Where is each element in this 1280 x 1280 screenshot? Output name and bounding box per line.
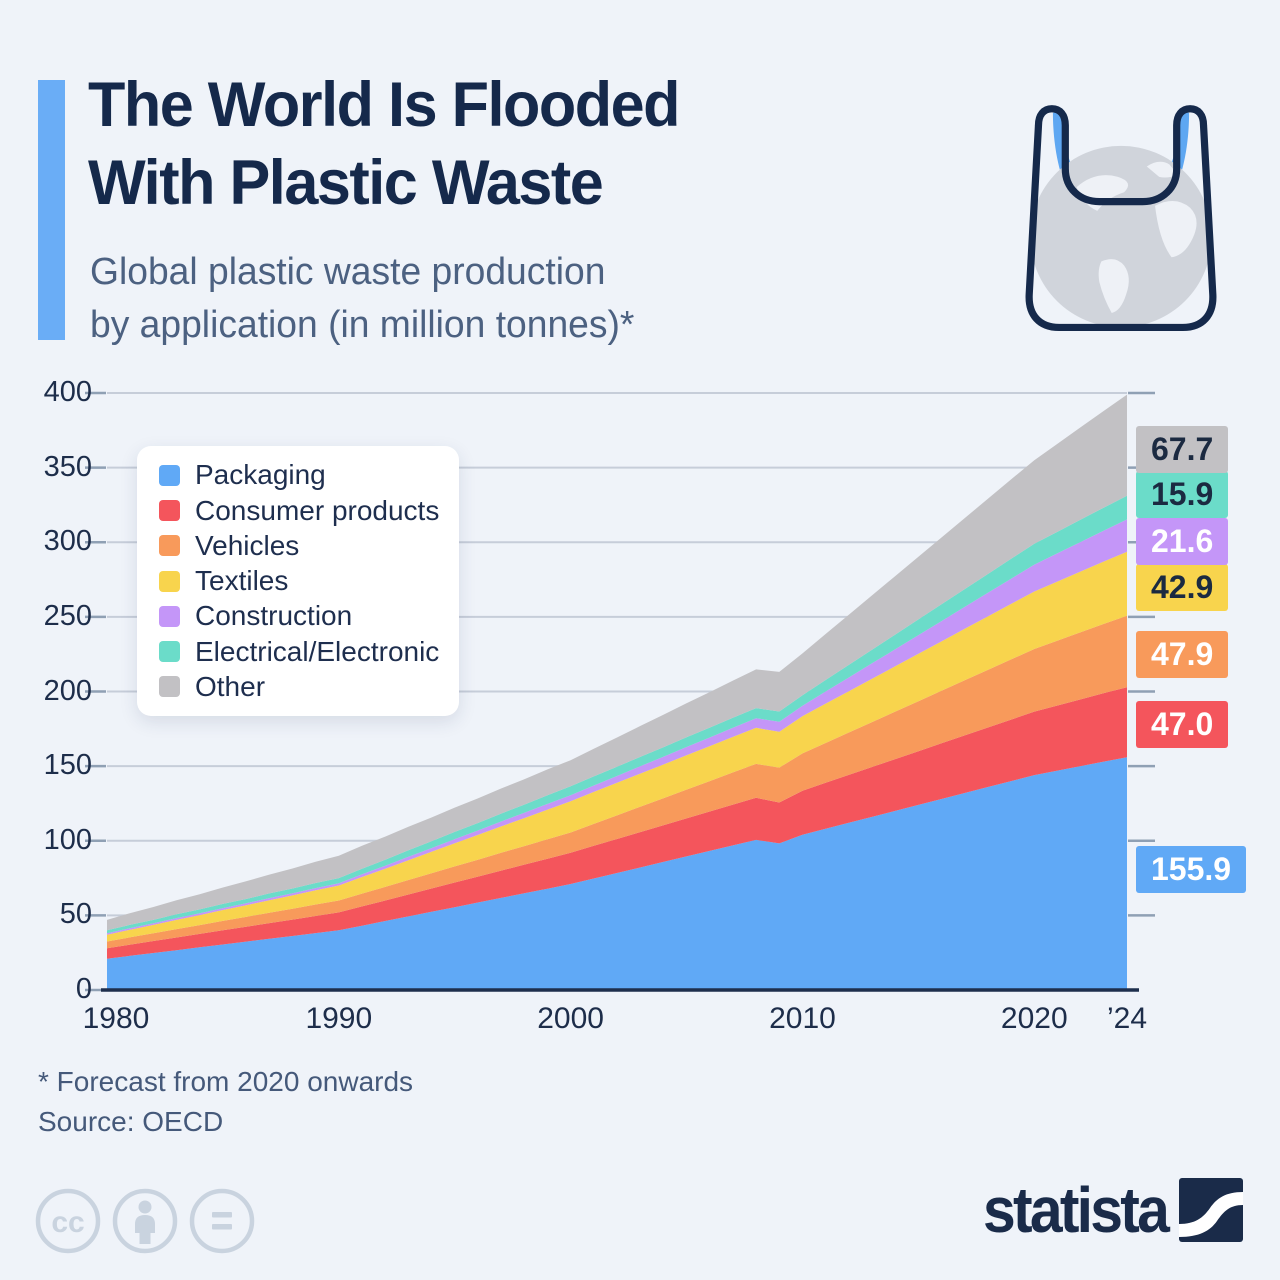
legend-item: Textiles	[137, 565, 459, 597]
x-axis-label: ’24	[1106, 1002, 1148, 1035]
forecast-footnote: * Forecast from 2020 onwards	[38, 1066, 414, 1097]
legend-swatch	[159, 676, 180, 698]
y-axis-label: 150	[43, 749, 92, 782]
value-label-packaging: 155.9	[1136, 846, 1247, 893]
legend-swatch	[159, 641, 180, 662]
x-axis-label: 2000	[537, 1002, 604, 1035]
page-title: The World Is Flooded With Plastic Waste	[88, 66, 681, 222]
legend-item: Electrical/Electronic	[137, 636, 459, 668]
license-icons: cc	[35, 1188, 255, 1254]
value-label-construction: 21.6	[1136, 518, 1229, 565]
legend-item: Vehicles	[137, 530, 459, 562]
legend-item: Consumer products	[137, 495, 459, 527]
value-label-vehicles: 47.9	[1136, 631, 1229, 678]
x-axis-label: 2010	[769, 1002, 836, 1035]
stacked-area-chart	[85, 391, 1155, 992]
legend-label: Textiles	[195, 565, 289, 596]
y-axis-label: 300	[43, 525, 92, 558]
y-axis-label: 200	[43, 674, 92, 707]
y-axis-label: 400	[43, 376, 92, 408]
legend-swatch	[159, 605, 180, 627]
value-label-electrical-electronic: 15.9	[1136, 471, 1229, 518]
no-derivatives-icon	[189, 1188, 255, 1254]
attribution-icon	[112, 1188, 178, 1254]
legend-label: Consumer products	[195, 494, 440, 526]
legend-item: Construction	[137, 600, 459, 632]
legend-swatch	[159, 570, 180, 592]
page-subtitle: Global plastic waste production by appli…	[90, 246, 634, 352]
subtitle-line-1: Global plastic waste production	[90, 251, 606, 293]
legend-label: Vehicles	[195, 529, 300, 561]
title-line-1: The World Is Flooded	[88, 70, 681, 140]
legend-swatch	[159, 535, 180, 557]
y-axis-label: 0	[75, 973, 92, 1005]
value-label-other: 67.7	[1136, 426, 1229, 473]
y-axis-label: 100	[43, 823, 92, 856]
chart-legend: Packaging Consumer products Vehicles Textil…	[137, 446, 459, 716]
legend-swatch	[159, 500, 180, 521]
plastic-bag-globe-icon	[1025, 105, 1217, 332]
x-axis-label: 1980	[82, 1002, 150, 1035]
statista-wordmark: statista	[982, 1174, 1170, 1246]
y-axis-label: 350	[43, 450, 92, 483]
legend-label: Packaging	[195, 459, 326, 491]
legend-swatch	[159, 464, 180, 486]
svg-text:cc: cc	[51, 1206, 84, 1239]
value-label-textiles: 42.9	[1136, 564, 1229, 611]
source-note: Source: OECD	[38, 1106, 224, 1137]
subtitle-line-2: by application (in million tonnes)*	[90, 304, 635, 346]
title-accent-bar	[38, 80, 65, 340]
x-axis-label: 1990	[305, 1002, 373, 1035]
legend-label: Other	[195, 670, 266, 702]
statista-logo: statista	[967, 1178, 1243, 1242]
statista-logo-mark	[1179, 1178, 1243, 1242]
legend-item: Packaging	[137, 459, 459, 491]
legend-item: Other	[137, 671, 459, 703]
y-axis-label: 50	[59, 898, 92, 931]
x-axis-label: 2020	[1000, 1002, 1068, 1035]
title-line-2: With Plastic Waste	[88, 148, 604, 218]
cc-icon: cc	[35, 1188, 101, 1254]
value-label-consumer-products: 47.0	[1136, 701, 1229, 748]
area-packaging	[107, 757, 1127, 990]
legend-label: Construction	[195, 600, 353, 632]
y-axis-label: 250	[43, 599, 92, 632]
legend-label: Electrical/Electronic	[195, 635, 440, 667]
